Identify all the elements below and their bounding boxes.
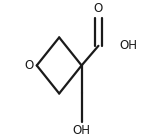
Text: O: O xyxy=(94,2,103,15)
Text: OH: OH xyxy=(119,39,137,52)
Text: O: O xyxy=(25,59,34,72)
Text: OH: OH xyxy=(73,124,91,137)
